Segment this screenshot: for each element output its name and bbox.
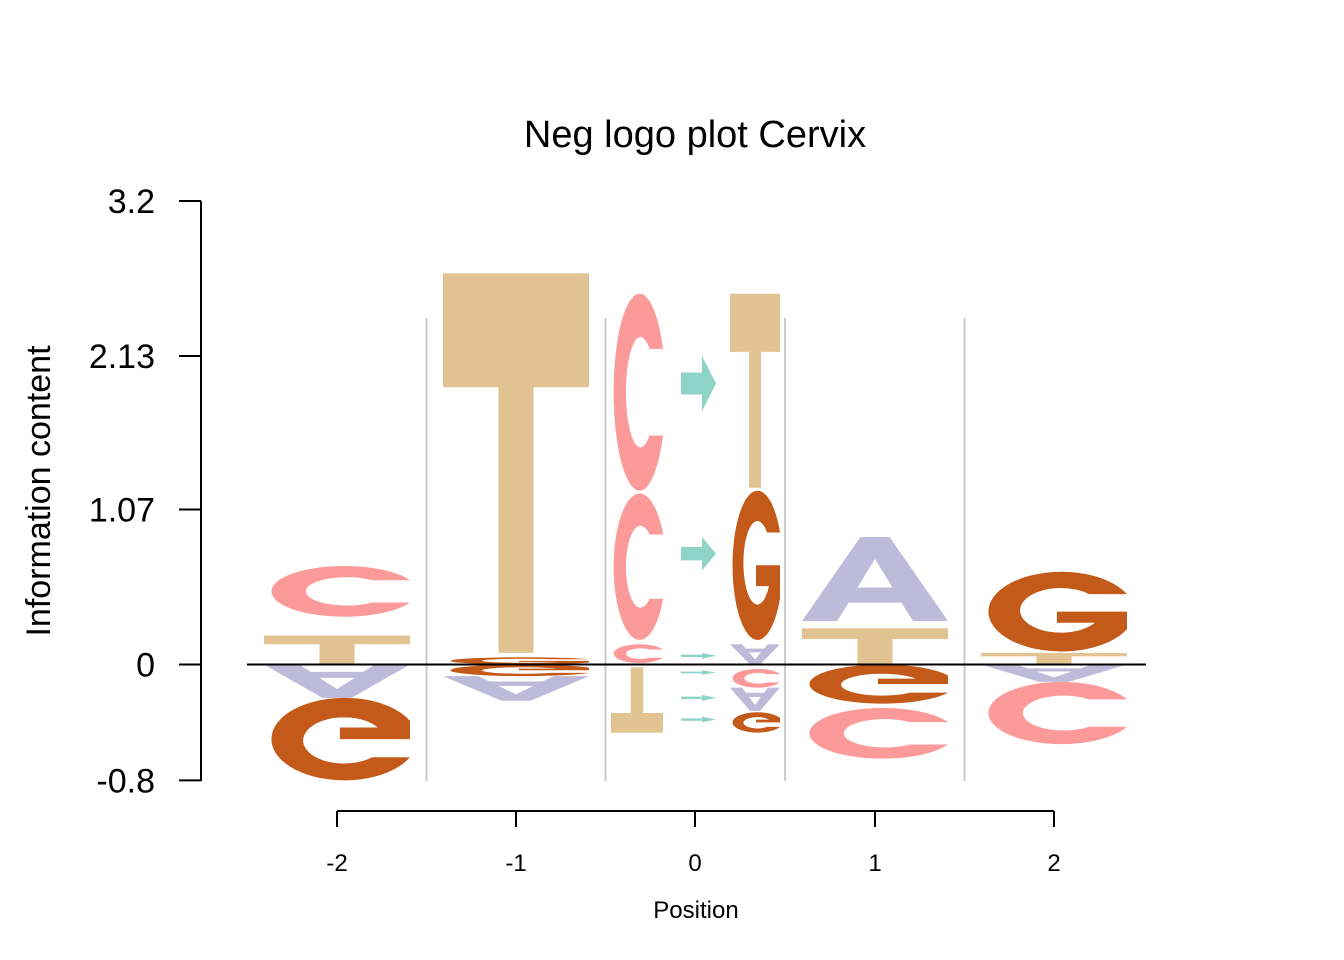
arrow-marks	[681, 355, 716, 723]
letter-t	[443, 273, 589, 653]
separators	[425, 318, 966, 781]
letter-g	[732, 490, 780, 640]
x-tick-label: -2	[326, 850, 347, 877]
letter-c	[271, 566, 410, 617]
letter-g	[988, 571, 1127, 652]
chart-title: Neg logo plot Cervix	[524, 114, 866, 156]
letter-c	[809, 707, 948, 759]
arrow-mark	[681, 694, 716, 701]
letter-a	[443, 676, 589, 701]
y-tick-label: 1.07	[89, 492, 155, 530]
letter-a	[730, 687, 780, 711]
letter-a	[802, 537, 948, 622]
arrow-mark	[681, 670, 716, 675]
y-axis: 3.2 2.13 1.07 0 -0.8	[89, 183, 202, 800]
letter-a	[264, 664, 410, 698]
y-tick-label: 0	[136, 647, 155, 685]
letter-c	[613, 644, 663, 664]
arrow-mark	[681, 537, 716, 571]
x-tick-label: 2	[1047, 850, 1060, 877]
letter-t	[611, 667, 663, 733]
x-axis-label: Position	[653, 897, 738, 924]
letter-t	[730, 293, 780, 488]
x-tick-label: 1	[868, 850, 881, 877]
letter-t	[802, 628, 948, 665]
letter-c	[988, 681, 1127, 745]
letter-g	[732, 712, 780, 733]
letter-t	[981, 652, 1127, 665]
arrow-mark	[681, 716, 716, 723]
arrow-mark	[681, 355, 716, 412]
letter-g	[450, 657, 589, 665]
letter-c	[613, 493, 663, 640]
y-tick-label: 3.2	[108, 183, 155, 221]
y-tick-label: 2.13	[89, 338, 155, 376]
x-tick-label: 0	[688, 850, 701, 877]
x-tick-label: -1	[505, 850, 526, 877]
arrow-mark	[681, 652, 716, 659]
y-tick-label: -0.8	[96, 762, 155, 800]
letter-g	[271, 697, 410, 781]
letter-a	[981, 664, 1127, 682]
x-axis: -2 -1 0 1 2	[326, 810, 1061, 877]
letter-c	[732, 668, 780, 688]
letter-g	[450, 664, 589, 677]
letter-stacks	[264, 273, 1127, 781]
letter-t	[264, 635, 410, 665]
y-axis-label: Information content	[20, 345, 58, 637]
letter-a	[730, 644, 780, 665]
letter-c	[613, 293, 663, 491]
letter-g	[809, 664, 948, 704]
